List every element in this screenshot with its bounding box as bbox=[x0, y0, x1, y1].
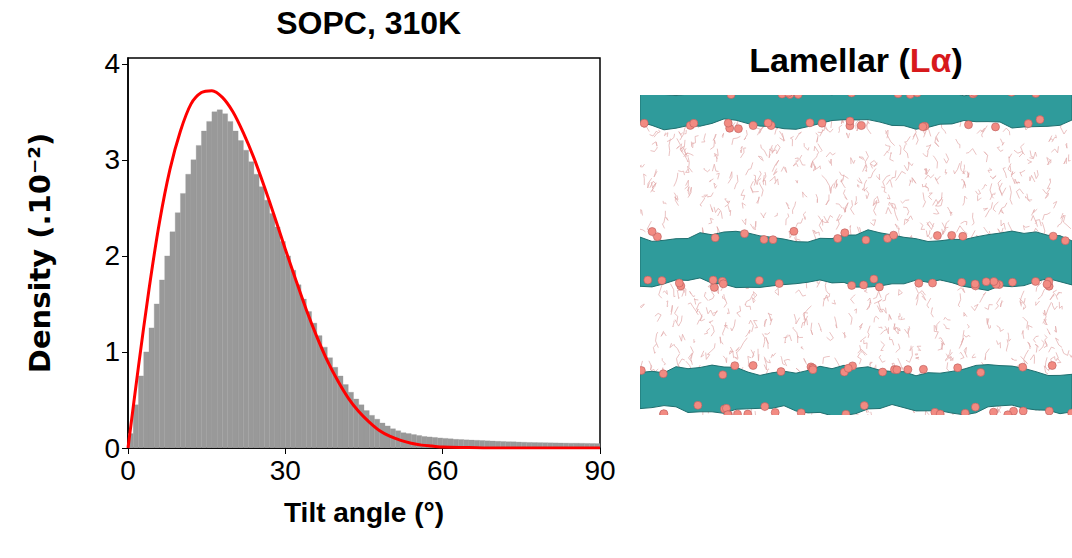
svg-text:Tilt angle (°): Tilt angle (°) bbox=[284, 497, 444, 528]
svg-text:30: 30 bbox=[270, 455, 301, 486]
svg-text:Density (.10⁻²): Density (.10⁻²) bbox=[23, 133, 57, 373]
svg-text:Lamellar (Lα): Lamellar (Lα) bbox=[749, 41, 963, 79]
svg-text:60: 60 bbox=[427, 455, 458, 486]
svg-text:3: 3 bbox=[104, 144, 120, 175]
svg-text:90: 90 bbox=[584, 455, 615, 486]
svg-text:SOPC, 310K: SOPC, 310K bbox=[276, 5, 461, 41]
svg-text:4: 4 bbox=[104, 48, 120, 79]
svg-text:2: 2 bbox=[104, 240, 120, 271]
svg-text:0: 0 bbox=[104, 433, 120, 464]
svg-text:0: 0 bbox=[120, 455, 136, 486]
svg-text:1: 1 bbox=[104, 336, 120, 367]
